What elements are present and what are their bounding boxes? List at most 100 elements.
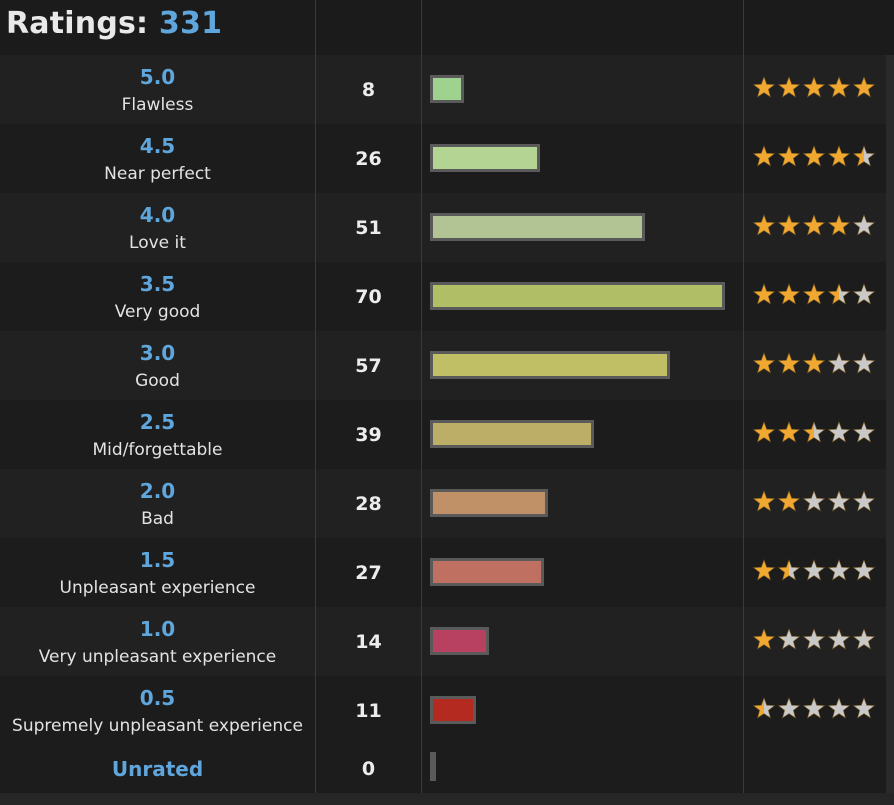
rating-bar [430, 489, 548, 517]
rating-description: Very good [114, 302, 201, 322]
rating-cell: 1.0 Very unpleasant experience [0, 607, 315, 676]
star-icon [802, 352, 826, 374]
rating-value[interactable]: 2.5 [139, 410, 176, 434]
stars-cell [744, 331, 886, 400]
rating-bar [430, 282, 725, 310]
star-icon [852, 628, 876, 650]
bar-cell [422, 745, 743, 792]
column-divider [421, 0, 422, 805]
rating-cell: 4.5 Near perfect [0, 124, 315, 193]
star-icon [852, 352, 876, 374]
star-icon [802, 76, 826, 98]
rating-value[interactable]: 4.5 [139, 134, 176, 158]
stars-cell [744, 55, 886, 124]
rating-row: 3.0 Good 57 [0, 331, 886, 400]
rating-cell: 1.5 Unpleasant experience [0, 538, 315, 607]
rating-value[interactable]: Unrated [111, 757, 204, 781]
bar-cell [422, 262, 743, 331]
star-icon [852, 421, 876, 443]
star-rating [752, 559, 876, 581]
rating-count: 27 [355, 561, 382, 584]
rating-cell: 3.5 Very good [0, 262, 315, 331]
bar-cell [422, 607, 743, 676]
stars-cell [744, 469, 886, 538]
stars-cell [744, 538, 886, 607]
rating-description: Unpleasant experience [59, 578, 256, 598]
rating-count: 51 [355, 216, 382, 239]
rating-value[interactable]: 2.0 [139, 479, 176, 503]
rating-description: Flawless [121, 95, 194, 115]
rating-bar [430, 558, 544, 586]
star-icon [852, 490, 876, 512]
rating-row: 5.0 Flawless 8 [0, 55, 886, 124]
stars-cell [744, 262, 886, 331]
rating-cell: 2.5 Mid/forgettable [0, 400, 315, 469]
star-icon [777, 283, 801, 305]
rating-value[interactable]: 3.5 [139, 272, 176, 296]
bar-cell [422, 124, 743, 193]
star-icon [802, 214, 826, 236]
rating-bar [430, 627, 489, 655]
rating-bar [430, 420, 594, 448]
star-icon [802, 145, 826, 167]
rating-value[interactable]: 5.0 [139, 65, 176, 89]
rating-description: Love it [129, 233, 186, 253]
bar-cell [422, 676, 743, 745]
star-icon [777, 352, 801, 374]
rating-cell: 5.0 Flawless [0, 55, 315, 124]
star-icon [802, 421, 826, 443]
star-icon [827, 490, 851, 512]
rating-row-unrated: Unrated 0 [0, 745, 886, 792]
star-icon [752, 214, 776, 236]
rating-count: 26 [355, 147, 382, 170]
rating-row: 1.0 Very unpleasant experience 14 [0, 607, 886, 676]
star-rating [752, 145, 876, 167]
rating-value[interactable]: 4.0 [139, 203, 176, 227]
star-rating [752, 76, 876, 98]
stars-cell [744, 193, 886, 262]
rating-value[interactable]: 3.0 [139, 341, 176, 365]
star-icon [852, 214, 876, 236]
bar-cell [422, 469, 743, 538]
rating-bar [430, 144, 540, 172]
star-icon [802, 697, 826, 719]
stars-cell [744, 400, 886, 469]
ratings-label: Ratings: [6, 6, 149, 41]
rating-description: Very unpleasant experience [38, 647, 277, 667]
star-rating [752, 214, 876, 236]
rating-value[interactable]: 1.5 [139, 548, 176, 572]
star-rating [752, 421, 876, 443]
star-rating [752, 490, 876, 512]
star-icon [802, 628, 826, 650]
star-rating [752, 352, 876, 374]
rating-bar [430, 213, 645, 241]
star-icon [752, 352, 776, 374]
bar-cell [422, 55, 743, 124]
rating-value[interactable]: 0.5 [139, 686, 176, 710]
bar-cell [422, 331, 743, 400]
column-divider [743, 0, 744, 805]
rating-count: 0 [361, 757, 376, 780]
star-icon [827, 697, 851, 719]
star-icon [752, 697, 776, 719]
rating-row: 1.5 Unpleasant experience 27 [0, 538, 886, 607]
star-icon [752, 628, 776, 650]
rating-value[interactable]: 1.0 [139, 617, 176, 641]
star-icon [852, 145, 876, 167]
star-icon [777, 628, 801, 650]
ratings-total: 331 [158, 6, 223, 41]
star-icon [802, 490, 826, 512]
rating-description: Supremely unpleasant experience [12, 716, 303, 736]
rating-cell: 0.5 Supremely unpleasant experience [0, 676, 315, 745]
rating-description: Near perfect [104, 164, 211, 184]
star-icon [802, 559, 826, 581]
rating-bar [430, 752, 436, 781]
ratings-header: Ratings: 331 [0, 0, 894, 55]
stars-cell [744, 124, 886, 193]
rating-count: 28 [355, 492, 382, 515]
rating-description: Bad [141, 509, 174, 529]
rating-count: 70 [355, 285, 382, 308]
star-icon [777, 145, 801, 167]
star-icon [752, 490, 776, 512]
star-icon [752, 421, 776, 443]
